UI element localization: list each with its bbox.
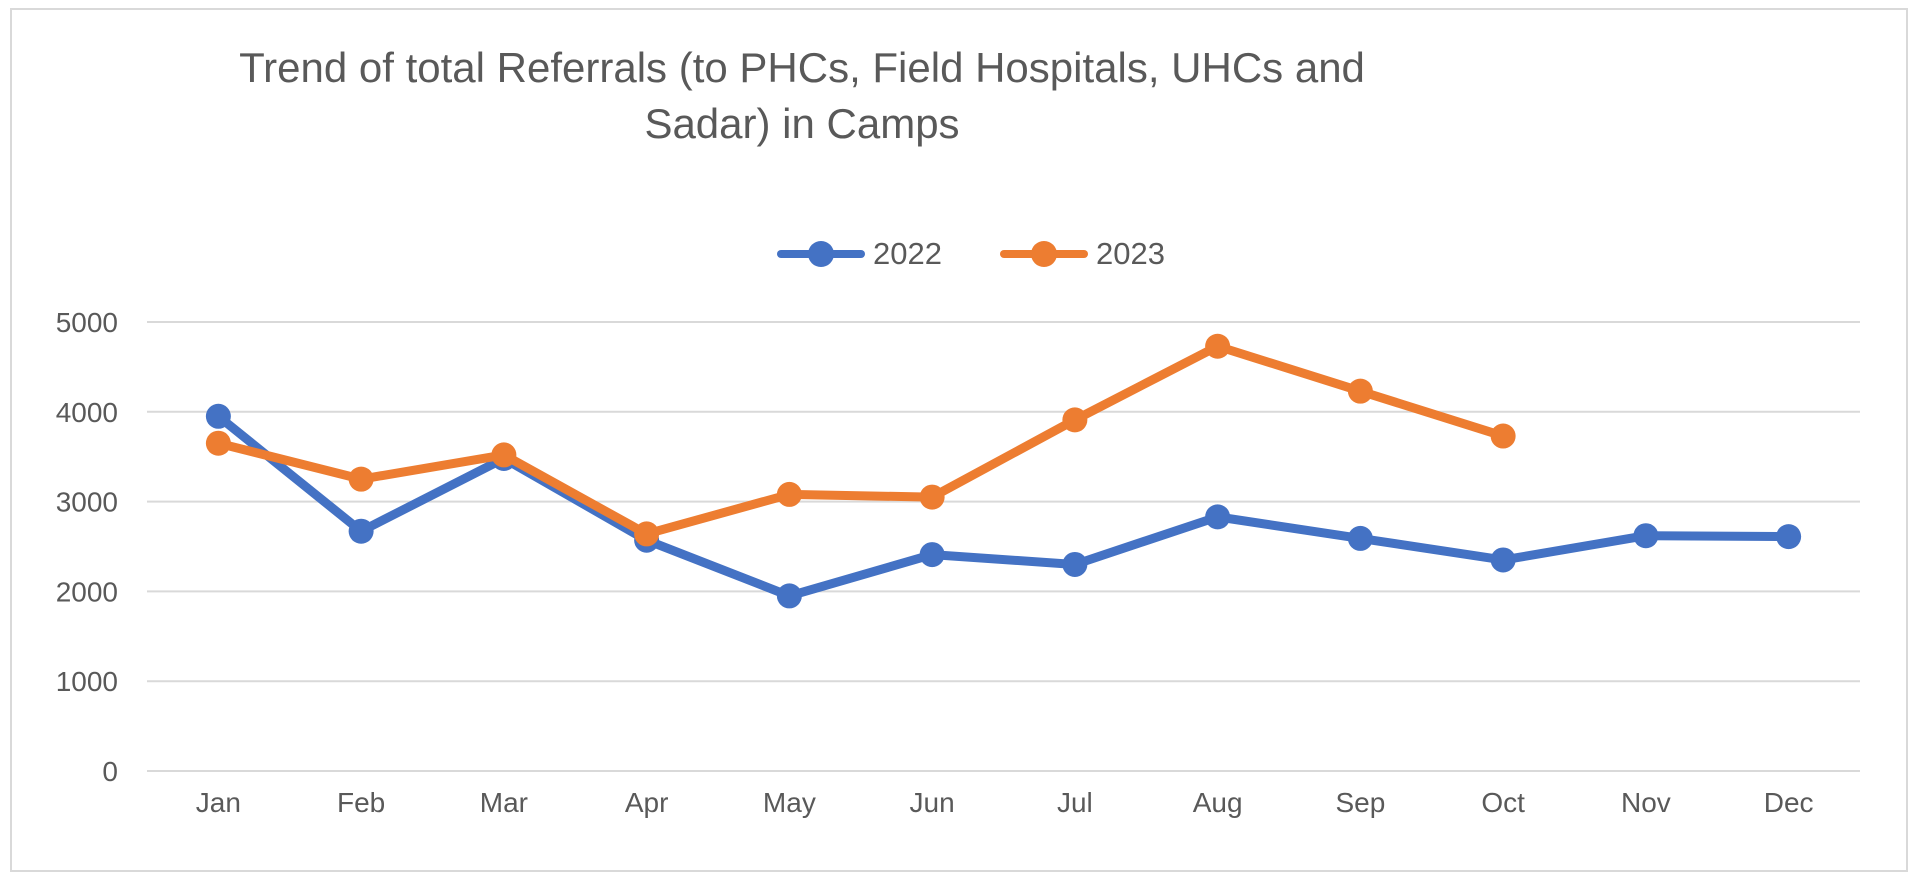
x-tick-label-Mar: Mar: [480, 787, 528, 818]
x-tick-label-Nov: Nov: [1621, 787, 1671, 818]
marker-2023-Aug: [1205, 333, 1231, 359]
legend-dot-2023-icon: [1031, 241, 1057, 267]
x-tick-label-Jun: Jun: [910, 787, 955, 818]
y-tick-label-5000: 5000: [56, 307, 118, 338]
x-tick-label-Oct: Oct: [1481, 787, 1525, 818]
legend-marker-2023-icon: [1000, 241, 1088, 267]
marker-2022-Sep: [1347, 525, 1373, 551]
marker-2023-May: [776, 481, 802, 507]
y-tick-label-0: 0: [102, 756, 118, 787]
legend-item-2023: 2023: [1000, 236, 1165, 272]
marker-2022-Aug: [1205, 504, 1231, 530]
chart-title-line-2: Sadar) in Camps: [644, 100, 960, 147]
marker-2022-Dec: [1776, 524, 1802, 550]
y-tick-label-2000: 2000: [56, 576, 118, 607]
x-tick-label-Jan: Jan: [196, 787, 241, 818]
marker-2022-May: [776, 583, 802, 609]
legend-item-2022: 2022: [777, 236, 942, 272]
marker-2022-Jun: [919, 542, 945, 568]
marker-2023-Jul: [1062, 407, 1088, 433]
y-tick-label-4000: 4000: [56, 397, 118, 428]
x-tick-label-May: May: [763, 787, 816, 818]
marker-2022-Jan: [205, 403, 231, 429]
x-tick-label-Feb: Feb: [337, 787, 385, 818]
series-line-2022: [213, 411, 1794, 601]
series-line-2023: [213, 341, 1508, 539]
x-tick-label-Jul: Jul: [1057, 787, 1093, 818]
chart-title-line-1: Trend of total Referrals (to PHCs, Field…: [239, 44, 1365, 91]
x-tick-label-Sep: Sep: [1335, 787, 1385, 818]
y-tick-label-3000: 3000: [56, 487, 118, 518]
chart-legend: 2022 2023: [12, 232, 1918, 276]
marker-2023-Sep: [1347, 378, 1373, 404]
legend-marker-2022-icon: [777, 241, 866, 267]
x-tick-label-Apr: Apr: [625, 787, 669, 818]
x-tick-label-Aug: Aug: [1193, 787, 1243, 818]
y-tick-label-1000: 1000: [56, 666, 118, 697]
legend-label-2022: 2022: [873, 236, 942, 271]
marker-2023-Jan: [205, 430, 231, 456]
marker-2023-Mar: [491, 442, 517, 468]
chart-container: Trend of total Referrals (to PHCs, Field…: [10, 8, 1908, 872]
marker-2023-Jun: [919, 484, 945, 510]
marker-2022-Jul: [1062, 551, 1088, 577]
legend-dot-2022-icon: [808, 241, 835, 267]
marker-2022-Nov: [1633, 523, 1659, 549]
marker-2023-Oct: [1490, 423, 1516, 449]
marker-2022-Oct: [1490, 547, 1516, 573]
marker-2023-Feb: [348, 466, 374, 492]
chart-title: Trend of total Referrals (to PHCs, Field…: [177, 40, 1427, 152]
marker-2023-Apr: [634, 521, 660, 547]
x-tick-label-Dec: Dec: [1764, 787, 1814, 818]
legend-label-2023: 2023: [1096, 236, 1165, 271]
marker-2022-Feb: [348, 518, 374, 544]
